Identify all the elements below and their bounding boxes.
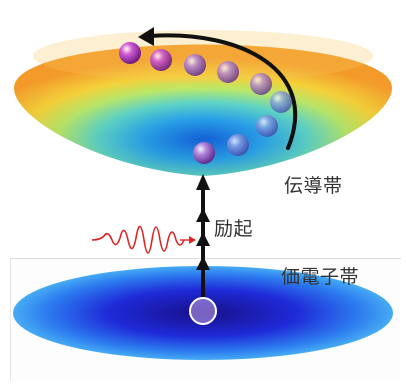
conduction-band-rim-highlight xyxy=(33,30,373,82)
electron-sphere xyxy=(227,134,249,156)
electron-sphere xyxy=(119,42,141,64)
electron-sphere xyxy=(250,73,272,95)
excitation-arrow-marker xyxy=(196,208,210,222)
electron-sphere xyxy=(150,49,172,71)
excitation-arrow-marker xyxy=(196,256,210,270)
electrons xyxy=(119,42,292,164)
electron-sphere xyxy=(270,91,292,113)
valence-band-label: 価電子帯 xyxy=(281,266,360,288)
excitation-arrow xyxy=(196,174,210,298)
conduction-band-shade xyxy=(14,88,392,176)
excitation-arrow-marker xyxy=(196,232,210,246)
trajectory-path xyxy=(148,33,298,150)
conduction-band xyxy=(14,30,392,176)
trajectory-arrow xyxy=(138,27,298,150)
electron-sphere xyxy=(184,54,206,76)
electron-sphere xyxy=(193,142,215,164)
excitation-arrowhead xyxy=(196,174,210,190)
light-wave-arrowhead xyxy=(189,236,196,244)
electron-sphere xyxy=(217,61,239,83)
trajectory-arrowhead xyxy=(138,27,154,46)
light-wave-icon xyxy=(91,225,196,254)
electron-sphere xyxy=(256,115,278,137)
excitation-label: 励起 xyxy=(214,218,254,240)
hole-circle xyxy=(189,297,217,325)
light-wave-path xyxy=(91,225,185,254)
conduction-band-label: 伝導帯 xyxy=(284,175,343,197)
